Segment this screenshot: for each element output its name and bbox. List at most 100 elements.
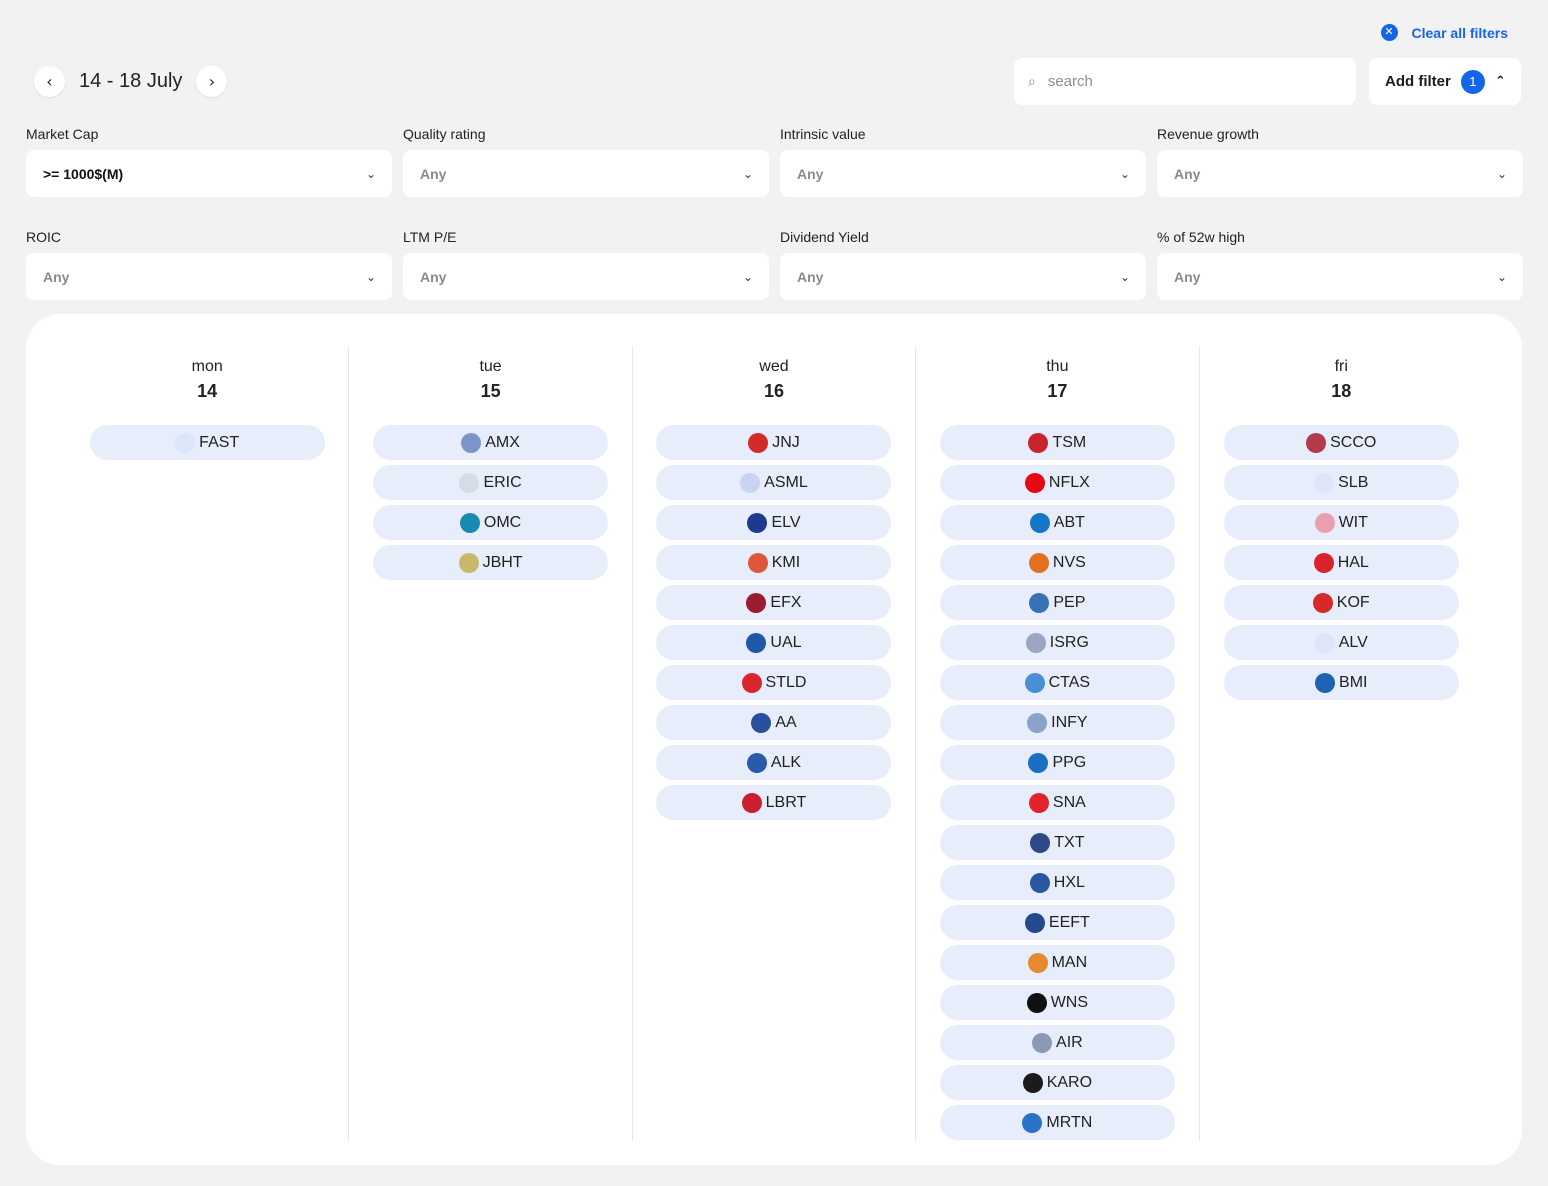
ticker-symbol: HAL (1337, 553, 1369, 571)
ticker-pill[interactable]: INFY (939, 705, 1175, 740)
ticker-pill[interactable]: BMI (1223, 665, 1459, 700)
filter-label: LTM P/E (403, 229, 457, 245)
ticker-pill[interactable]: CTAS (939, 665, 1175, 700)
ticker-pill[interactable]: ALK (656, 745, 892, 780)
ticker-pill[interactable]: PEP (939, 585, 1175, 620)
ticker-symbol: PPG (1052, 753, 1087, 771)
ticker-pill[interactable]: WNS (939, 985, 1175, 1020)
chevron-down-icon: ⌄ (1119, 269, 1130, 284)
ticker-pill[interactable]: KMI (656, 545, 892, 580)
company-logo-icon (1314, 512, 1335, 533)
ticker-pill[interactable]: TXT (939, 825, 1175, 860)
ticker-pill[interactable]: AIR (939, 1025, 1175, 1060)
ticker-pill[interactable]: ABT (939, 505, 1175, 540)
ticker-pill[interactable]: JNJ (656, 425, 892, 460)
company-logo-icon (741, 672, 762, 693)
search-input[interactable] (1047, 73, 1308, 90)
add-filter-button[interactable]: Add filter 1 ⌃ (1369, 58, 1521, 105)
ticker-pill[interactable]: STLD (656, 665, 892, 700)
company-logo-icon (1025, 632, 1046, 653)
ticker-pill[interactable]: EFX (656, 585, 892, 620)
ticker-pill[interactable]: FAST (89, 425, 325, 460)
filter-select[interactable]: Any ⌄ (1157, 150, 1523, 197)
company-logo-icon (1027, 712, 1048, 733)
ticker-pill[interactable]: KARO (939, 1065, 1175, 1100)
ticker-pill[interactable]: LBRT (656, 785, 892, 820)
ticker-pill[interactable]: MRTN (939, 1105, 1175, 1140)
day-column-mon: mon 14 FAST (66, 346, 350, 1141)
ticker-pill[interactable]: OMC (373, 505, 609, 540)
company-logo-icon (1028, 432, 1049, 453)
ticker-pill[interactable]: NVS (939, 545, 1175, 580)
filter-select[interactable]: Any ⌄ (403, 253, 769, 300)
filter-select[interactable]: Any ⌄ (26, 253, 392, 300)
ticker-pill[interactable]: ALV (1223, 625, 1459, 660)
company-logo-icon (1029, 592, 1050, 613)
ticker-symbol: HXL (1053, 873, 1085, 891)
ticker-symbol: NVS (1052, 553, 1086, 571)
clear-all-filters-button[interactable]: ✕ Clear all filters (1380, 24, 1508, 41)
previous-week-button[interactable]: ‹ (34, 66, 65, 97)
chevron-down-icon: ⌄ (742, 166, 753, 181)
ticker-symbol: CTAS (1048, 673, 1091, 691)
company-logo-icon (1022, 1112, 1043, 1133)
ticker-list: SCCO SLB WIT HAL KOF ALV BMI (1223, 425, 1459, 700)
company-logo-icon (1029, 872, 1050, 893)
filter-field: ROIC Any ⌄ (26, 229, 392, 300)
filter-select[interactable]: Any ⌄ (780, 253, 1146, 300)
day-number: 14 (197, 381, 218, 401)
filter-label: Quality rating (403, 126, 486, 142)
ticker-pill[interactable]: ISRG (939, 625, 1175, 660)
ticker-pill[interactable]: ASML (656, 465, 892, 500)
ticker-pill[interactable]: HAL (1223, 545, 1459, 580)
company-logo-icon (1024, 472, 1045, 493)
ticker-symbol: AIR (1056, 1033, 1083, 1051)
next-week-button[interactable]: › (196, 66, 228, 97)
ticker-pill[interactable]: SCCO (1223, 425, 1459, 460)
ticker-pill[interactable]: SLB (1223, 465, 1459, 500)
filter-label: Intrinsic value (780, 126, 866, 142)
ticker-pill[interactable]: EEFT (939, 905, 1175, 940)
filter-label: ROIC (26, 229, 61, 245)
chevron-down-icon: ⌄ (1496, 166, 1507, 181)
ticker-symbol: ABT (1053, 513, 1085, 531)
ticker-pill[interactable]: ELV (656, 505, 892, 540)
company-logo-icon (458, 552, 479, 573)
ticker-pill[interactable]: JBHT (373, 545, 609, 580)
ticker-pill[interactable]: AA (656, 705, 892, 740)
ticker-pill[interactable]: MAN (939, 945, 1175, 980)
ticker-pill[interactable]: PPG (939, 745, 1175, 780)
company-logo-icon (461, 432, 482, 453)
ticker-pill[interactable]: UAL (656, 625, 892, 660)
ticker-list: JNJ ASML ELV KMI EFX UAL STLD AA ALK LBRT (656, 425, 892, 820)
filter-value: Any (1174, 165, 1201, 182)
search-box: ⌕ (1014, 58, 1356, 105)
filter-select[interactable]: Any ⌄ (780, 150, 1146, 197)
ticker-pill[interactable]: ERIC (373, 465, 609, 500)
ticker-symbol: ELV (771, 513, 801, 531)
filter-value: Any (797, 165, 824, 182)
ticker-pill[interactable]: TSM (939, 425, 1175, 460)
chevron-down-icon: ⌄ (365, 166, 376, 181)
ticker-pill[interactable]: KOF (1223, 585, 1459, 620)
filter-select[interactable]: Any ⌄ (403, 150, 769, 197)
ticker-symbol: MRTN (1046, 1113, 1093, 1131)
ticker-pill[interactable]: WIT (1223, 505, 1459, 540)
company-logo-icon (1314, 632, 1335, 653)
ticker-pill[interactable]: SNA (939, 785, 1175, 820)
filter-select[interactable]: Any ⌄ (1157, 253, 1523, 300)
ticker-symbol: INFY (1051, 713, 1088, 731)
add-filter-label: Add filter (1385, 73, 1451, 90)
ticker-symbol: ALK (770, 753, 802, 771)
filter-select[interactable]: >= 1000$(M) ⌄ (26, 150, 392, 197)
company-logo-icon (746, 632, 767, 653)
ticker-symbol: OMC (483, 513, 522, 531)
ticker-pill[interactable]: AMX (373, 425, 609, 460)
company-logo-icon (1024, 912, 1045, 933)
company-logo-icon (1028, 792, 1049, 813)
company-logo-icon (1314, 472, 1335, 493)
filter-field: Market Cap >= 1000$(M) ⌄ (26, 126, 392, 197)
ticker-pill[interactable]: NFLX (939, 465, 1175, 500)
ticker-pill[interactable]: HXL (939, 865, 1175, 900)
ticker-symbol: TXT (1054, 833, 1085, 851)
